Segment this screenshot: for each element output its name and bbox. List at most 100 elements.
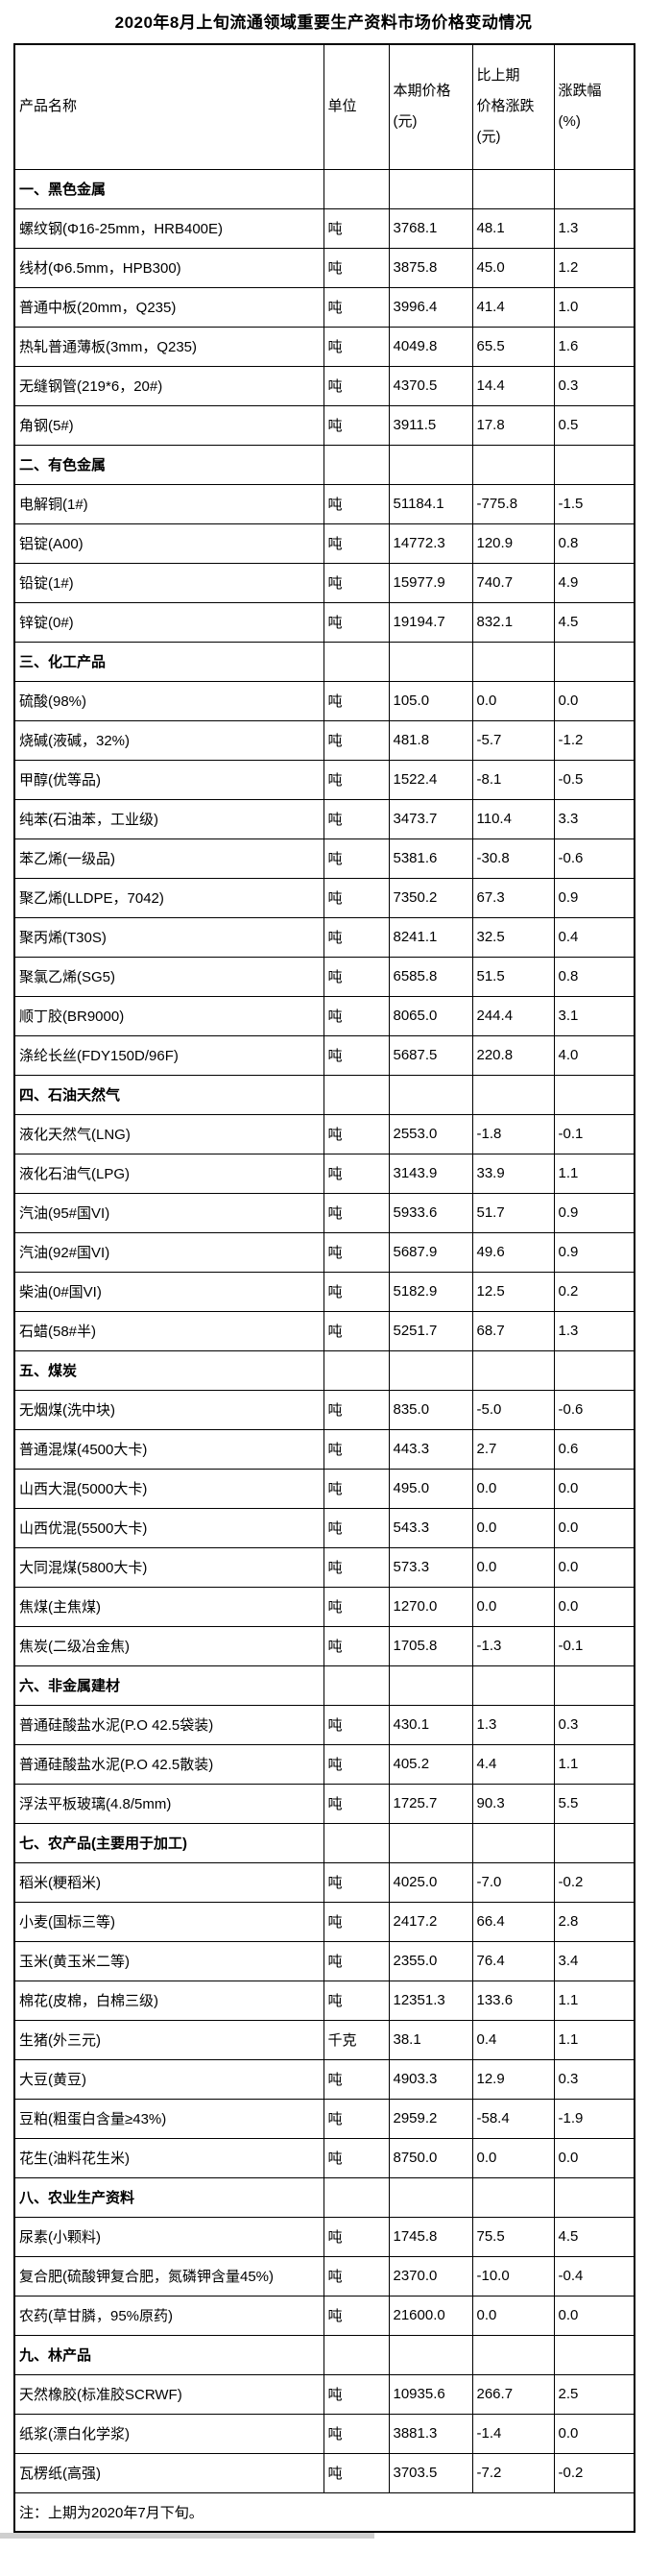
table-row: 普通硅酸盐水泥(P.O 42.5袋装) 吨 430.1 1.3 0.3 bbox=[13, 1704, 635, 1745]
empty-cell bbox=[323, 2176, 390, 2218]
table-row: 稻米(粳稻米) 吨 4025.0 -7.0 -0.2 bbox=[13, 1861, 635, 1903]
section-title-cell: 六、非金属建材 bbox=[13, 1665, 324, 1706]
change-percent-cell: 0.0 bbox=[553, 1586, 635, 1627]
column-header-change: 比上期 价格涨跌 (元) bbox=[471, 43, 555, 170]
unit-cell: 吨 bbox=[323, 2058, 390, 2100]
current-price-cell: 2959.2 bbox=[388, 2098, 473, 2139]
change-percent-cell: 1.6 bbox=[553, 326, 635, 367]
table-row: 热轧普通薄板(3mm，Q235) 吨 4049.8 65.5 1.6 bbox=[13, 326, 635, 367]
product-name-cell: 纸浆(漂白化学浆) bbox=[13, 2413, 324, 2454]
current-price-cell: 4370.5 bbox=[388, 365, 473, 406]
table-row: 纯苯(石油苯，工业级) 吨 3473.7 110.4 3.3 bbox=[13, 798, 635, 839]
product-name-cell: 稻米(粳稻米) bbox=[13, 1861, 324, 1903]
unit-cell: 吨 bbox=[323, 1113, 390, 1154]
change-percent-cell: 0.6 bbox=[553, 1428, 635, 1470]
price-change-cell: -775.8 bbox=[471, 483, 555, 524]
empty-cell bbox=[388, 2176, 473, 2218]
current-price-cell: 573.3 bbox=[388, 1546, 473, 1588]
current-price-cell: 15977.9 bbox=[388, 562, 473, 603]
change-percent-cell: 1.1 bbox=[553, 1980, 635, 2021]
table-row: 普通混煤(4500大卡) 吨 443.3 2.7 0.6 bbox=[13, 1428, 635, 1470]
product-name-cell: 豆粕(粗蛋白含量≥43%) bbox=[13, 2098, 324, 2139]
table-row: 螺纹钢(Φ16-25mm，HRB400E) 吨 3768.1 48.1 1.3 bbox=[13, 207, 635, 249]
product-name-cell: 锌锭(0#) bbox=[13, 601, 324, 643]
price-change-cell: 41.4 bbox=[471, 286, 555, 328]
price-change-cell: 0.0 bbox=[471, 2295, 555, 2336]
table-row: 棉花(皮棉，白棉三级) 吨 12351.3 133.6 1.1 bbox=[13, 1980, 635, 2021]
current-price-cell: 5381.6 bbox=[388, 838, 473, 879]
product-name-cell: 复合肥(硫酸钾复合肥，氮磷钾含量45%) bbox=[13, 2255, 324, 2297]
unit-cell: 吨 bbox=[323, 1231, 390, 1273]
empty-cell bbox=[323, 1349, 390, 1391]
column-header-product: 产品名称 bbox=[13, 43, 324, 170]
table-row: 汽油(95#国VI) 吨 5933.6 51.7 0.9 bbox=[13, 1192, 635, 1233]
price-change-cell: 68.7 bbox=[471, 1310, 555, 1351]
change-percent-cell: 0.0 bbox=[553, 1468, 635, 1509]
current-price-cell: 6585.8 bbox=[388, 956, 473, 997]
empty-cell bbox=[388, 1349, 473, 1391]
product-name-cell: 小麦(国标三等) bbox=[13, 1901, 324, 1942]
unit-cell: 吨 bbox=[323, 2413, 390, 2454]
table-row: 天然橡胶(标准胶SCRWF) 吨 10935.6 266.7 2.5 bbox=[13, 2373, 635, 2415]
empty-cell bbox=[471, 168, 555, 209]
empty-cell bbox=[388, 444, 473, 485]
change-percent-cell: -0.4 bbox=[553, 2255, 635, 2297]
column-header-unit: 单位 bbox=[323, 43, 390, 170]
unit-cell: 吨 bbox=[323, 877, 390, 918]
product-name-cell: 天然橡胶(标准胶SCRWF) bbox=[13, 2373, 324, 2415]
empty-cell bbox=[323, 641, 390, 682]
product-name-cell: 浮法平板玻璃(4.8/5mm) bbox=[13, 1783, 324, 1824]
unit-cell: 吨 bbox=[323, 1743, 390, 1785]
change-percent-cell: 5.5 bbox=[553, 1783, 635, 1824]
change-percent-cell: 3.4 bbox=[553, 1940, 635, 1981]
change-percent-cell: 0.9 bbox=[553, 877, 635, 918]
price-change-cell: 51.7 bbox=[471, 1192, 555, 1233]
change-percent-cell: 0.0 bbox=[553, 1546, 635, 1588]
product-name-cell: 甲醇(优等品) bbox=[13, 759, 324, 800]
product-name-cell: 聚乙烯(LLDPE，7042) bbox=[13, 877, 324, 918]
change-percent-cell: 1.1 bbox=[553, 1743, 635, 1785]
price-change-cell: -7.2 bbox=[471, 2452, 555, 2493]
unit-cell: 吨 bbox=[323, 1428, 390, 1470]
empty-cell bbox=[388, 1665, 473, 1706]
unit-cell: 吨 bbox=[323, 1389, 390, 1430]
unit-cell: 吨 bbox=[323, 1271, 390, 1312]
current-price-cell: 3881.3 bbox=[388, 2413, 473, 2454]
table-row: 液化石油气(LPG) 吨 3143.9 33.9 1.1 bbox=[13, 1153, 635, 1194]
change-percent-cell: -0.1 bbox=[553, 1625, 635, 1666]
unit-cell: 吨 bbox=[323, 286, 390, 328]
header-row: 产品名称 单位 本期价格 (元) 比上期 价格涨跌 (元) 涨跌幅 (%) bbox=[13, 43, 635, 170]
current-price-cell: 3911.5 bbox=[388, 404, 473, 446]
empty-cell bbox=[471, 1349, 555, 1391]
current-price-cell: 1745.8 bbox=[388, 2216, 473, 2257]
current-price-cell: 3875.8 bbox=[388, 247, 473, 288]
current-price-cell: 5251.7 bbox=[388, 1310, 473, 1351]
price-change-cell: 244.4 bbox=[471, 995, 555, 1036]
table-row: 豆粕(粗蛋白含量≥43%) 吨 2959.2 -58.4 -1.9 bbox=[13, 2098, 635, 2139]
change-percent-cell: -0.5 bbox=[553, 759, 635, 800]
screenshot-edge-shadow bbox=[0, 2533, 374, 2539]
unit-cell: 吨 bbox=[323, 1704, 390, 1745]
section-title-cell: 四、石油天然气 bbox=[13, 1074, 324, 1115]
column-header-line: 涨跌幅 bbox=[558, 83, 602, 100]
table-row: 线材(Φ6.5mm，HPB300) 吨 3875.8 45.0 1.2 bbox=[13, 247, 635, 288]
current-price-cell: 5182.9 bbox=[388, 1271, 473, 1312]
product-name-cell: 铝锭(A00) bbox=[13, 522, 324, 564]
price-change-cell: 75.5 bbox=[471, 2216, 555, 2257]
empty-cell bbox=[388, 168, 473, 209]
unit-cell: 吨 bbox=[323, 247, 390, 288]
section-row: 九、林产品 bbox=[13, 2334, 635, 2375]
unit-cell: 吨 bbox=[323, 1901, 390, 1942]
unit-cell: 吨 bbox=[323, 1625, 390, 1666]
price-change-cell: 12.9 bbox=[471, 2058, 555, 2100]
table-row: 电解铜(1#) 吨 51184.1 -775.8 -1.5 bbox=[13, 483, 635, 524]
section-row: 一、黑色金属 bbox=[13, 168, 635, 209]
product-name-cell: 角钢(5#) bbox=[13, 404, 324, 446]
price-change-cell: -1.4 bbox=[471, 2413, 555, 2454]
unit-cell: 吨 bbox=[323, 1507, 390, 1548]
price-change-cell: 14.4 bbox=[471, 365, 555, 406]
unit-cell: 吨 bbox=[323, 759, 390, 800]
change-percent-cell: -0.6 bbox=[553, 1389, 635, 1430]
current-price-cell: 5687.9 bbox=[388, 1231, 473, 1273]
table-row: 普通硅酸盐水泥(P.O 42.5散装) 吨 405.2 4.4 1.1 bbox=[13, 1743, 635, 1785]
